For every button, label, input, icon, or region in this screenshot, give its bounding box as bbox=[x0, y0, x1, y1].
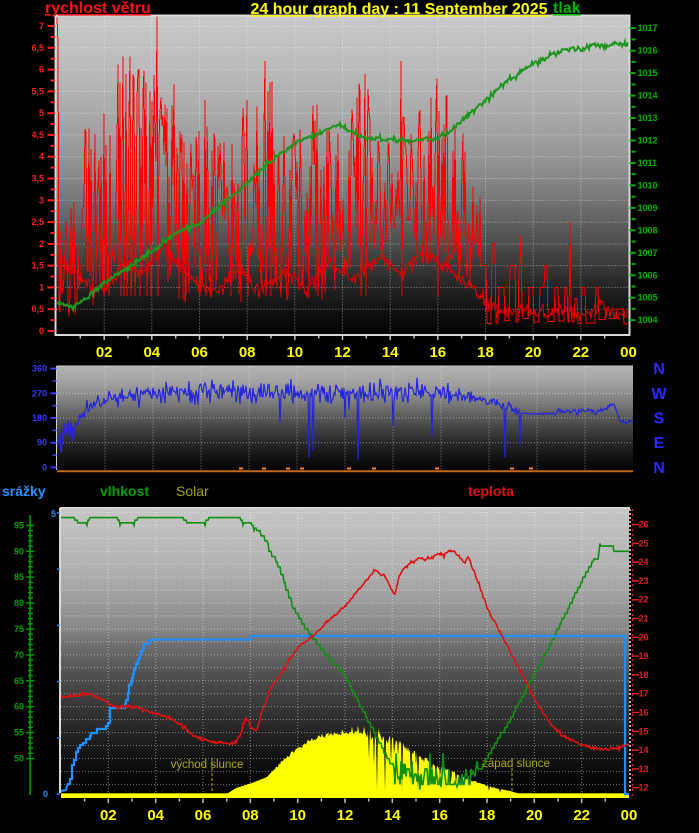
svg-text:18: 18 bbox=[639, 670, 649, 680]
svg-text:06: 06 bbox=[195, 807, 212, 824]
svg-text:1007: 1007 bbox=[638, 248, 658, 258]
svg-text:6,5: 6,5 bbox=[31, 43, 44, 53]
svg-text:80: 80 bbox=[14, 598, 24, 608]
svg-text:W: W bbox=[651, 386, 667, 403]
svg-text:západ slunce: západ slunce bbox=[482, 758, 550, 770]
svg-text:18: 18 bbox=[479, 807, 496, 824]
svg-text:16: 16 bbox=[431, 807, 448, 824]
svg-text:3,5: 3,5 bbox=[31, 174, 44, 184]
svg-text:rychlost větru: rychlost větru bbox=[45, 0, 151, 17]
svg-text:0: 0 bbox=[43, 789, 48, 799]
svg-text:20: 20 bbox=[526, 807, 543, 824]
svg-text:6: 6 bbox=[39, 65, 44, 75]
svg-text:22: 22 bbox=[639, 595, 649, 605]
svg-text:E: E bbox=[654, 435, 665, 452]
svg-text:95: 95 bbox=[14, 520, 24, 530]
svg-text:1,5: 1,5 bbox=[31, 261, 44, 271]
svg-text:14: 14 bbox=[384, 807, 401, 824]
svg-text:14: 14 bbox=[382, 344, 399, 361]
svg-text:1014: 1014 bbox=[638, 91, 658, 101]
svg-text:75: 75 bbox=[14, 624, 24, 634]
svg-text:16: 16 bbox=[429, 344, 446, 361]
svg-text:Solar: Solar bbox=[176, 483, 209, 499]
svg-text:1008: 1008 bbox=[638, 225, 658, 235]
svg-text:90: 90 bbox=[37, 438, 47, 448]
svg-text:360: 360 bbox=[32, 364, 47, 374]
svg-text:00: 00 bbox=[621, 807, 638, 824]
svg-text:21: 21 bbox=[639, 614, 649, 624]
svg-text:19: 19 bbox=[639, 651, 649, 661]
svg-text:16: 16 bbox=[639, 708, 649, 718]
svg-text:23: 23 bbox=[639, 576, 649, 586]
svg-text:S: S bbox=[654, 411, 665, 428]
svg-text:13: 13 bbox=[639, 764, 649, 774]
svg-text:60: 60 bbox=[14, 702, 24, 712]
svg-text:2,5: 2,5 bbox=[31, 217, 44, 227]
svg-text:26: 26 bbox=[639, 520, 649, 530]
svg-text:02: 02 bbox=[100, 807, 117, 824]
svg-text:18: 18 bbox=[477, 344, 494, 361]
svg-text:N: N bbox=[653, 361, 665, 378]
svg-text:180: 180 bbox=[32, 413, 47, 423]
svg-text:0: 0 bbox=[39, 326, 44, 336]
svg-text:06: 06 bbox=[191, 344, 208, 361]
svg-text:1016: 1016 bbox=[638, 46, 658, 56]
svg-text:12: 12 bbox=[334, 344, 351, 361]
svg-text:1: 1 bbox=[39, 282, 44, 292]
svg-text:východ slunce: východ slunce bbox=[171, 759, 244, 771]
svg-text:20: 20 bbox=[639, 632, 649, 642]
svg-text:55: 55 bbox=[14, 728, 24, 738]
svg-text:1006: 1006 bbox=[638, 270, 658, 280]
svg-text:65: 65 bbox=[14, 676, 24, 686]
svg-text:5: 5 bbox=[39, 108, 44, 118]
svg-text:srážky: srážky bbox=[2, 483, 46, 499]
svg-text:N: N bbox=[653, 460, 665, 477]
svg-text:10: 10 bbox=[286, 344, 303, 361]
svg-text:tlak: tlak bbox=[553, 0, 581, 17]
svg-text:1004: 1004 bbox=[638, 315, 658, 325]
svg-text:4,5: 4,5 bbox=[31, 130, 44, 140]
svg-text:1010: 1010 bbox=[638, 180, 658, 190]
svg-text:22: 22 bbox=[572, 344, 589, 361]
svg-text:70: 70 bbox=[14, 650, 24, 660]
svg-text:24: 24 bbox=[639, 557, 649, 567]
svg-text:0,5: 0,5 bbox=[31, 304, 44, 314]
svg-text:1009: 1009 bbox=[638, 203, 658, 213]
svg-text:7: 7 bbox=[39, 21, 44, 31]
svg-text:08: 08 bbox=[239, 344, 256, 361]
svg-text:85: 85 bbox=[14, 572, 24, 582]
svg-text:04: 04 bbox=[147, 807, 164, 824]
svg-text:25: 25 bbox=[639, 538, 649, 548]
svg-text:20: 20 bbox=[525, 344, 542, 361]
svg-text:90: 90 bbox=[14, 546, 24, 556]
svg-text:1015: 1015 bbox=[638, 68, 658, 78]
svg-text:0: 0 bbox=[42, 462, 47, 472]
svg-text:1005: 1005 bbox=[638, 293, 658, 303]
svg-text:02: 02 bbox=[96, 344, 113, 361]
svg-text:4: 4 bbox=[39, 152, 44, 162]
svg-text:teplota: teplota bbox=[468, 483, 514, 499]
svg-text:2: 2 bbox=[39, 239, 44, 249]
svg-text:22: 22 bbox=[573, 807, 590, 824]
svg-text:270: 270 bbox=[32, 388, 47, 398]
svg-text:17: 17 bbox=[639, 689, 649, 699]
svg-text:50: 50 bbox=[14, 754, 24, 764]
svg-text:10: 10 bbox=[289, 807, 306, 824]
svg-text:vlhkost: vlhkost bbox=[100, 483, 149, 499]
svg-text:5,5: 5,5 bbox=[31, 86, 44, 96]
svg-text:12: 12 bbox=[639, 783, 649, 793]
svg-text:12: 12 bbox=[337, 807, 354, 824]
svg-text:08: 08 bbox=[242, 807, 259, 824]
svg-text:1011: 1011 bbox=[638, 158, 658, 168]
svg-text:1013: 1013 bbox=[638, 113, 658, 123]
svg-text:1012: 1012 bbox=[638, 136, 658, 146]
svg-text:1017: 1017 bbox=[638, 23, 658, 33]
svg-text:5: 5 bbox=[51, 509, 56, 519]
svg-text:14: 14 bbox=[639, 745, 649, 755]
svg-text:04: 04 bbox=[143, 344, 160, 361]
svg-text:3: 3 bbox=[39, 195, 44, 205]
svg-text:00: 00 bbox=[620, 344, 637, 361]
svg-text:24 hour graph day : 11 Septemb: 24 hour graph day : 11 September 2025 bbox=[250, 1, 547, 18]
svg-text:15: 15 bbox=[639, 726, 649, 736]
